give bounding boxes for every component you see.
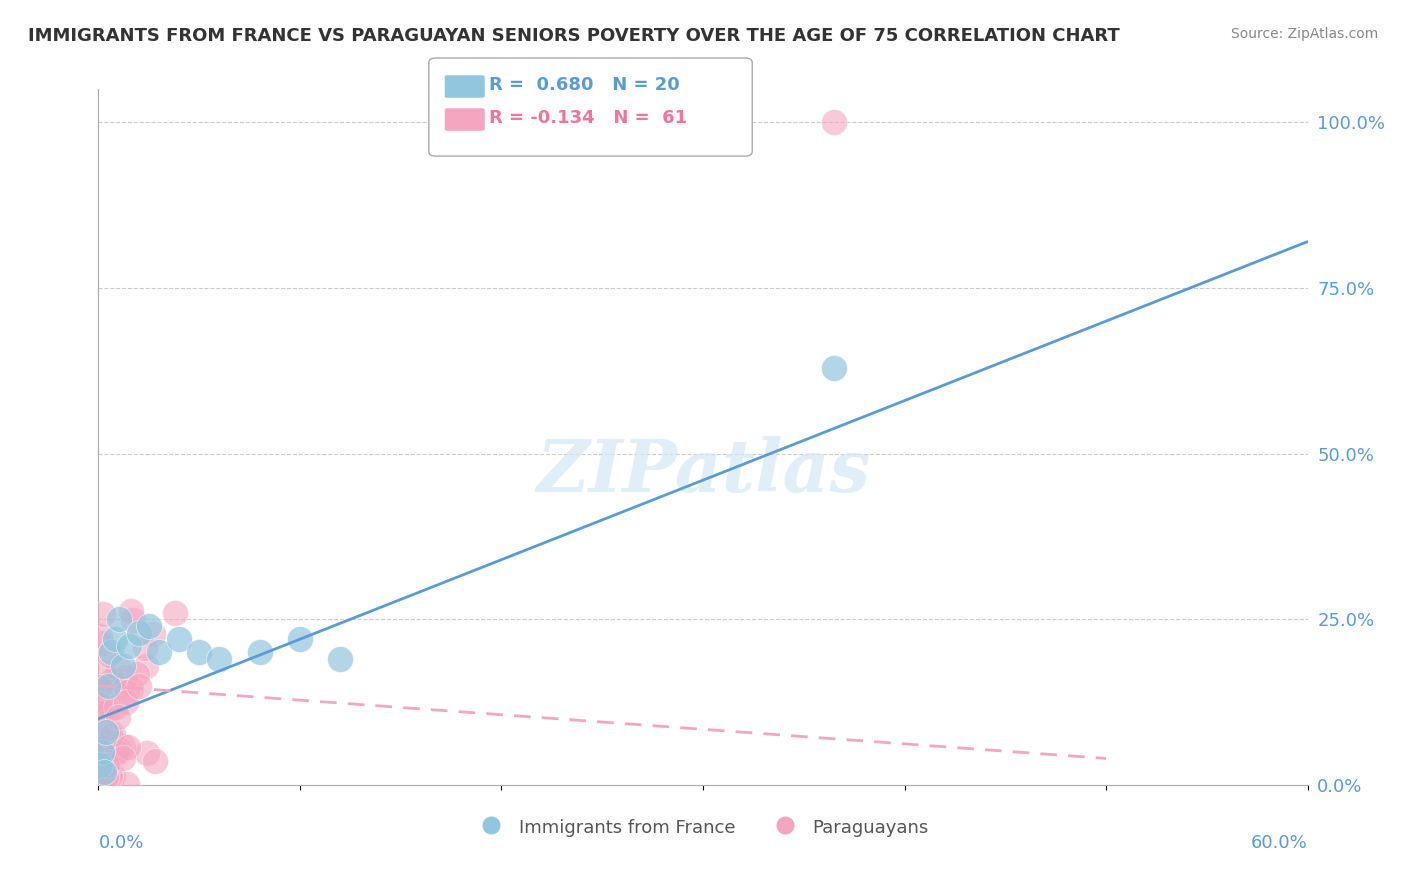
Point — [96, 758, 118, 772]
Point — [93, 764, 115, 779]
Point — [108, 743, 131, 757]
Point — [93, 665, 115, 680]
Point — [167, 632, 190, 647]
Point — [89, 758, 111, 772]
Point — [103, 769, 125, 783]
Text: R = -0.134   N =  61: R = -0.134 N = 61 — [489, 109, 688, 127]
Text: R =  0.680   N = 20: R = 0.680 N = 20 — [489, 76, 681, 94]
Text: 0.0%: 0.0% — [98, 834, 143, 852]
Point — [823, 360, 845, 375]
Point — [142, 627, 165, 641]
Point — [148, 645, 170, 659]
Point — [128, 625, 150, 640]
Point — [98, 648, 121, 662]
Point — [127, 667, 149, 681]
Point — [91, 690, 114, 705]
Point — [329, 652, 352, 666]
Point — [100, 769, 122, 783]
Point — [105, 699, 128, 714]
Point — [111, 751, 134, 765]
Point — [94, 771, 117, 785]
Point — [107, 710, 129, 724]
Point — [91, 681, 114, 695]
Text: IMMIGRANTS FROM FRANCE VS PARAGUAYAN SENIORS POVERTY OVER THE AGE OF 75 CORRELAT: IMMIGRANTS FROM FRANCE VS PARAGUAYAN SEN… — [28, 27, 1119, 45]
Point — [138, 619, 160, 633]
Point — [89, 629, 111, 643]
Text: ZIPatlas: ZIPatlas — [536, 436, 870, 508]
Point — [112, 739, 135, 754]
Point — [105, 741, 128, 756]
Point — [89, 739, 111, 754]
Point — [89, 686, 111, 700]
Point — [208, 652, 231, 666]
Point — [165, 606, 187, 620]
Point — [93, 764, 115, 779]
Point — [89, 697, 111, 711]
Point — [97, 679, 120, 693]
Point — [136, 746, 159, 760]
Point — [135, 659, 157, 673]
Point — [89, 761, 111, 775]
Legend: Immigrants from France, Paraguayans: Immigrants from France, Paraguayans — [470, 809, 936, 846]
Point — [100, 730, 122, 744]
Point — [107, 660, 129, 674]
Point — [97, 740, 120, 755]
Point — [90, 693, 112, 707]
Point — [120, 604, 142, 618]
Point — [90, 704, 112, 718]
Point — [103, 675, 125, 690]
Point — [108, 679, 131, 693]
Point — [117, 739, 139, 754]
Point — [91, 607, 114, 621]
Point — [90, 744, 112, 758]
Point — [101, 672, 124, 686]
Point — [90, 636, 112, 650]
Point — [115, 695, 138, 709]
Point — [100, 645, 122, 659]
Point — [107, 612, 129, 626]
Point — [249, 645, 271, 659]
Text: Source: ZipAtlas.com: Source: ZipAtlas.com — [1230, 27, 1378, 41]
Point — [122, 613, 145, 627]
Point — [188, 645, 211, 659]
Point — [90, 713, 112, 727]
Point — [96, 735, 118, 749]
Point — [128, 679, 150, 693]
Point — [103, 632, 125, 647]
Point — [134, 641, 156, 656]
Point — [93, 686, 115, 700]
Point — [89, 680, 111, 694]
Point — [98, 702, 121, 716]
Point — [94, 731, 117, 746]
Point — [823, 115, 845, 129]
Point — [101, 735, 124, 749]
Point — [120, 682, 142, 697]
Point — [89, 722, 111, 736]
Point — [115, 777, 138, 791]
Point — [118, 639, 141, 653]
Text: 60.0%: 60.0% — [1251, 834, 1308, 852]
Point — [111, 658, 134, 673]
Point — [93, 739, 115, 753]
Point — [114, 669, 136, 683]
Point — [105, 745, 128, 759]
Point — [97, 728, 120, 742]
Point — [90, 691, 112, 706]
Point — [96, 725, 118, 739]
Point — [143, 754, 166, 768]
Point — [288, 632, 311, 647]
Point — [91, 745, 114, 759]
Point — [115, 684, 138, 698]
Point — [103, 726, 125, 740]
